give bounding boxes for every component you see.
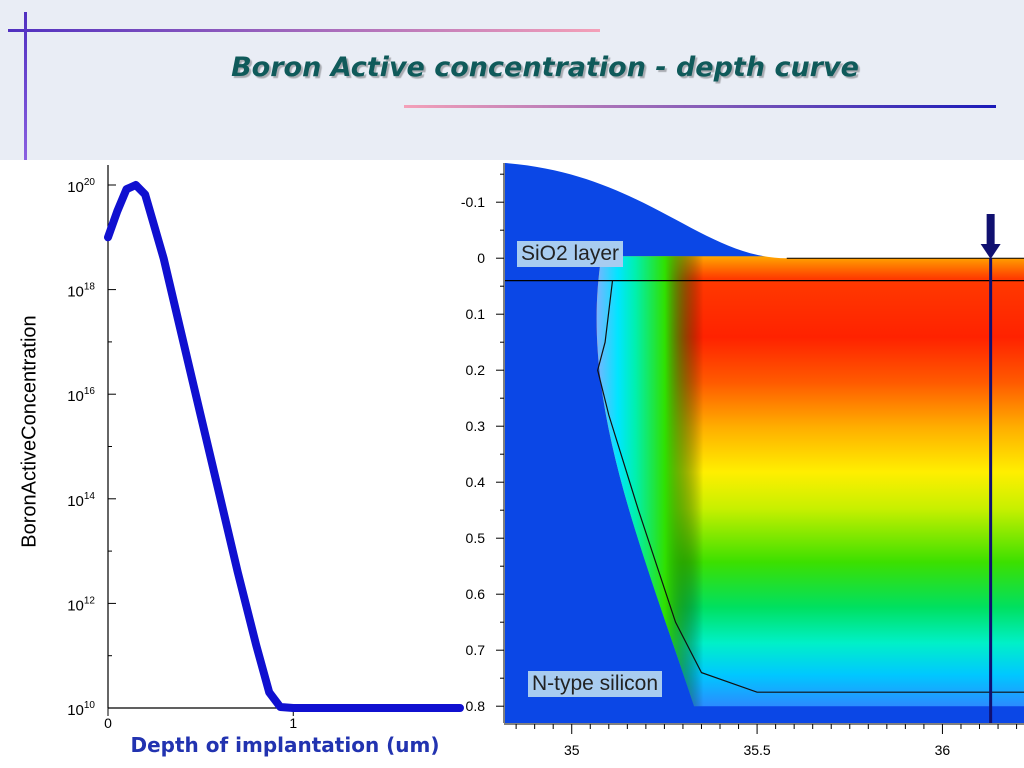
y-axis-label: BoronActiveConcentration: [18, 315, 41, 548]
y-tick-label: 1018: [67, 282, 95, 301]
doped-region-edge-contours: [596, 256, 1024, 707]
map-y-tick-label: 0.5: [466, 530, 486, 546]
map-y-tick-label: -0.1: [461, 194, 485, 210]
decor-bar-bottom: [404, 105, 996, 108]
y-tick-label: 1010: [67, 700, 95, 719]
map-x-tick-label: 35: [564, 742, 580, 758]
junction-contour-line: [597, 280, 1024, 693]
title-banner: [0, 0, 1024, 160]
map-y-tick-label: 0.4: [466, 474, 486, 490]
map-y-tick-label: 0.7: [466, 642, 486, 658]
map-y-tick-label: 0: [477, 250, 485, 266]
map-y-tick-label: 0.1: [466, 306, 486, 322]
map-x-tick-label: 36: [935, 742, 951, 758]
map-x-tick-label: 35.5: [743, 742, 770, 758]
y-tick-label: 1016: [67, 386, 95, 405]
x-tick-label: 1: [289, 715, 297, 731]
cut-arrow-shaft: [986, 214, 995, 246]
decor-bar-top: [8, 29, 600, 32]
decor-bar-vertical: [24, 12, 27, 160]
concentration-series-line: [104, 181, 464, 712]
map-y-tick-label: 0.2: [466, 362, 486, 378]
cut-arrow-head: [980, 244, 1001, 259]
oxide-surface-region: [505, 163, 1024, 259]
concentration-depth-chart: 1020 1018 1016 1014 1012 1010 0 1: [67, 165, 464, 731]
slide-title: Boron Active concentration - depth curve: [231, 52, 859, 83]
concentration-contour-map: [505, 163, 1024, 723]
y-tick-label: 1020: [67, 177, 95, 196]
y-tick-label: 1014: [67, 491, 95, 510]
map-y-tick-label: 0.3: [466, 418, 486, 434]
map-y-tick-label: 0.6: [466, 586, 486, 602]
contour-map-axes: -0.1 0 0.1 0.2 0.3 0.4 0.5 0.6 0.7 0.8 35 35.5 36: [461, 163, 1024, 758]
annotation-sio2-layer: SiO2 layer: [517, 241, 624, 267]
map-y-tick-label: 0.8: [466, 698, 486, 714]
x-axis-caption: Depth of implantation (um): [130, 733, 440, 757]
annotation-n-type-silicon: N-type silicon: [528, 671, 663, 697]
y-tick-label: 1012: [67, 595, 95, 614]
x-tick-label: 0: [104, 715, 112, 731]
